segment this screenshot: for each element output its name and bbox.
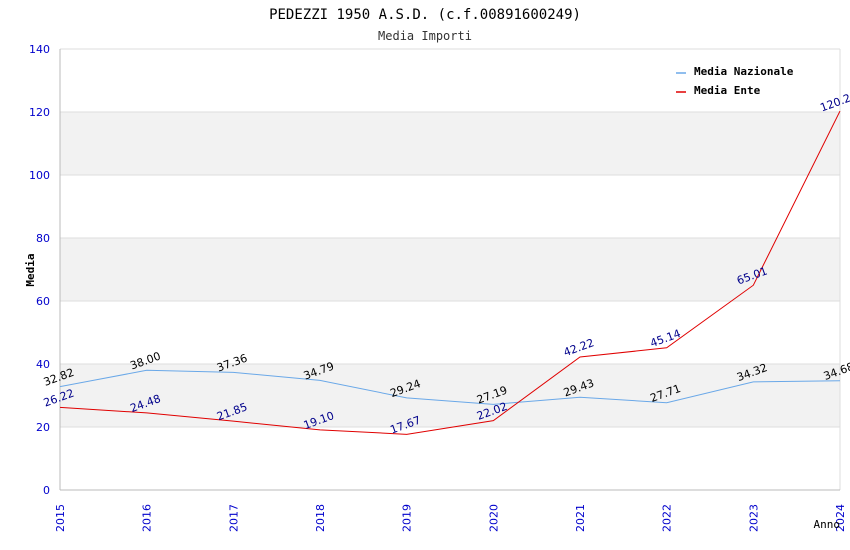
- data-label: 45.14: [648, 327, 682, 350]
- series-line-media-ente: [59, 110, 841, 435]
- data-label: 120.29: [818, 89, 850, 114]
- y-tick-labels: 0 20 40 60 80 100 120 140: [29, 43, 50, 497]
- x-tick-label: 2016: [141, 504, 154, 532]
- legend: Media Nazionale Media Ente: [676, 65, 794, 97]
- axes: [59, 49, 840, 491]
- y-tick-label: 60: [36, 295, 50, 308]
- y-tick-label: 40: [36, 358, 50, 371]
- y-axis-label: Media: [24, 253, 37, 286]
- x-tick-label: 2019: [401, 504, 414, 532]
- y-tick-label: 0: [43, 484, 50, 497]
- chart-subtitle: Media Importi: [378, 29, 472, 43]
- x-tick-label: 2024: [834, 504, 847, 532]
- background-band: [60, 364, 840, 427]
- y-tick-label: 20: [36, 421, 50, 434]
- x-tick-label: 2023: [747, 504, 760, 532]
- y-tick-label: 120: [29, 106, 50, 119]
- x-tick-label: 2021: [574, 504, 587, 532]
- x-tick-label: 2015: [54, 504, 67, 532]
- x-tick-label: 2020: [487, 504, 500, 532]
- x-tick-labels: 2015 2016 2017 2018 2019 2020 2021 2022 2023 2024: [54, 504, 847, 532]
- x-axis-label: Anno: [814, 518, 841, 531]
- y-tick-label: 80: [36, 232, 50, 245]
- y-tick-label: 100: [29, 169, 50, 182]
- chart-title: PEDEZZI 1950 A.S.D. (c.f.00891600249): [269, 7, 581, 23]
- x-tick-label: 2017: [227, 504, 240, 532]
- series-lines: [59, 110, 841, 435]
- background-band: [60, 112, 840, 175]
- legend-label-media-ente: Media Ente: [694, 84, 761, 97]
- x-tick-label: 2018: [314, 504, 327, 532]
- y-tick-label: 140: [29, 43, 50, 56]
- series-line-media-nazionale: [59, 369, 841, 405]
- x-tick-label: 2022: [661, 504, 674, 532]
- legend-label-media-nazionale: Media Nazionale: [694, 65, 794, 78]
- grid-lines: [60, 48, 841, 491]
- background-band: [60, 238, 840, 301]
- background-bands: [60, 112, 840, 427]
